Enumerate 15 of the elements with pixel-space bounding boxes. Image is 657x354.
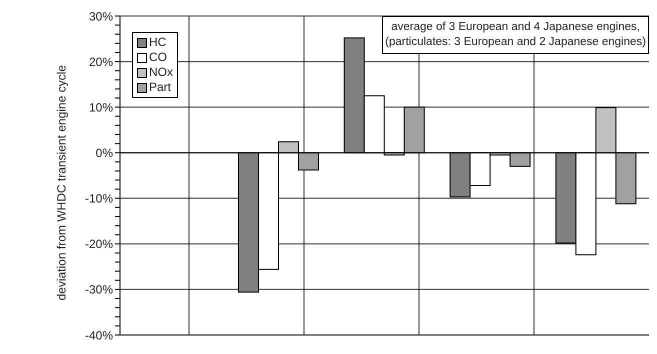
- annotation: (particulates: 3 European and 2 Japanese engines): [385, 35, 646, 50]
- y-tick-label: 10%: [88, 100, 114, 114]
- y-tick-label: -10%: [84, 192, 114, 206]
- y-tick-label: 0%: [96, 146, 114, 160]
- y-tick-label: 20%: [88, 54, 114, 69]
- annotation: average of 3 European and 4 Japanese engines,: [390, 20, 641, 35]
- y-tick-label: -20%: [84, 237, 114, 252]
- y-tick-label: 30%: [88, 9, 114, 24]
- legend-label: HC: [149, 35, 166, 50]
- legend-label: CO: [149, 50, 167, 65]
- y-tick-label: -40%: [84, 328, 114, 342]
- legend-label: Part: [149, 80, 172, 95]
- y-tick-label: -30%: [84, 282, 114, 297]
- y-axis-title: deviation from WHDC transient engine cycle: [54, 64, 68, 300]
- legend-label: NOx: [149, 65, 173, 80]
